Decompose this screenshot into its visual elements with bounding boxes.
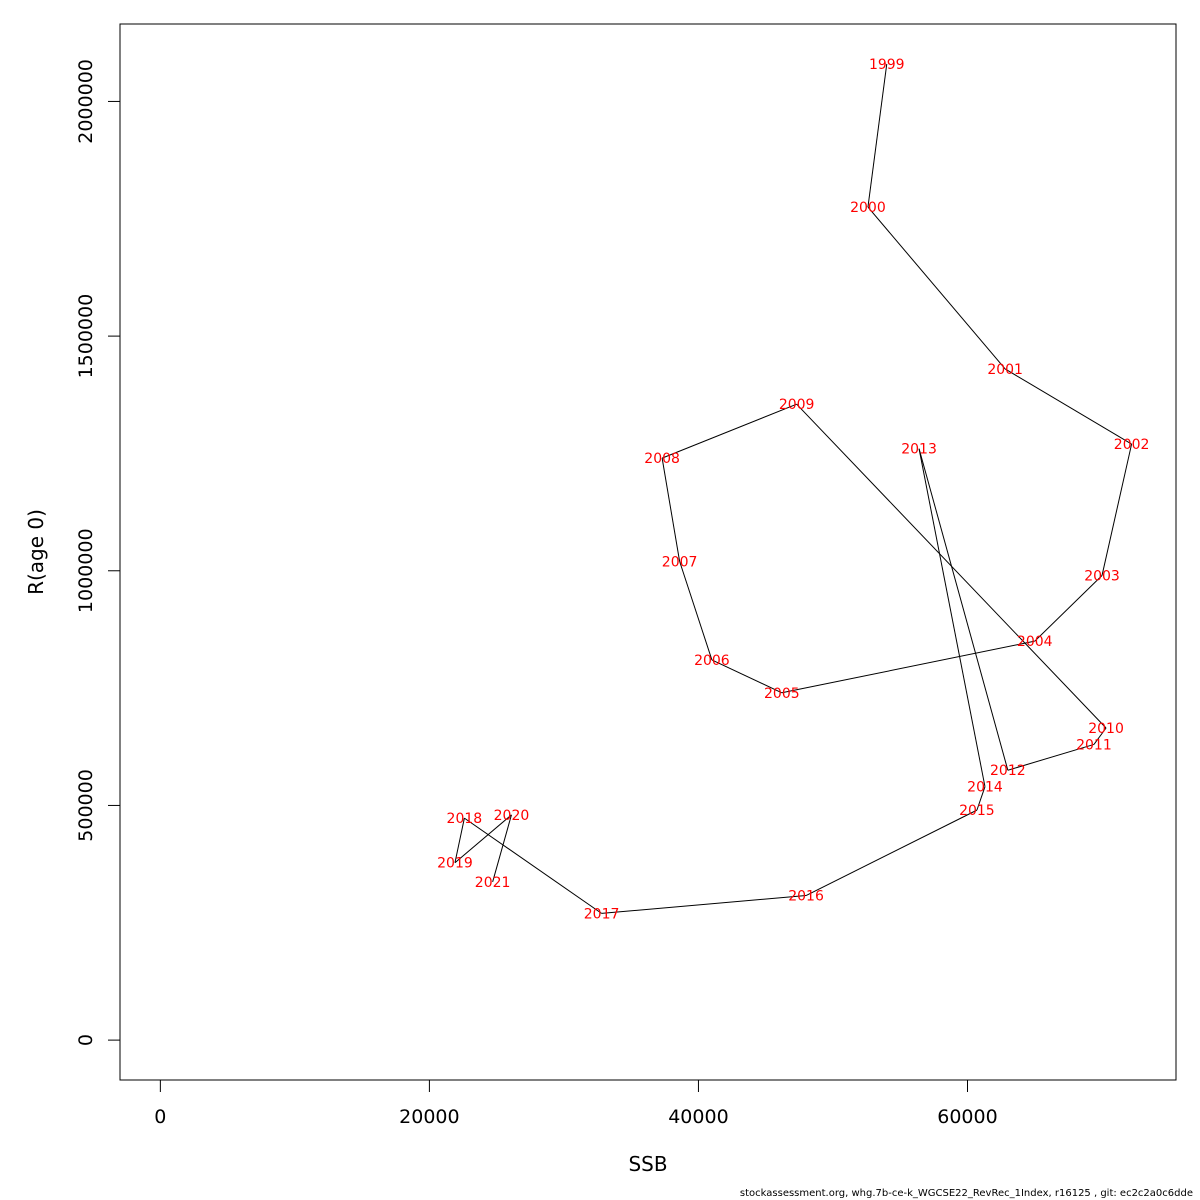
series-segment [601, 895, 807, 914]
year-label: 2001 [987, 362, 1023, 378]
series-segment [679, 561, 713, 661]
series-segment [781, 640, 1035, 694]
series-segment [1034, 575, 1103, 642]
year-label: 2005 [764, 686, 800, 702]
year-label: 2010 [1088, 721, 1124, 737]
series-segment [454, 814, 512, 864]
y-tick-label: 1000000 [75, 528, 97, 613]
y-tick-label: 2000000 [75, 59, 97, 144]
y-tick-label: 1500000 [75, 294, 97, 379]
series-segment [867, 206, 1006, 370]
series-lines [454, 63, 1133, 914]
series-segment [918, 448, 986, 787]
year-label: 2002 [1114, 437, 1150, 453]
year-label: 2000 [850, 200, 886, 216]
series-segment [867, 63, 888, 208]
year-label: 2004 [1017, 634, 1053, 650]
year-label: 2009 [779, 397, 815, 413]
year-label: 2018 [447, 811, 483, 827]
plot-box [119, 23, 1177, 1081]
series-segment [1093, 727, 1107, 745]
x-axis-title: SSB [628, 1152, 667, 1176]
year-labels: 1999 2000 2001 2002 2003 2004 2005 2006 2007 2008… [437, 57, 1149, 922]
series-segment [1007, 743, 1095, 771]
series-segment [661, 458, 681, 562]
y-tick-label: 0 [75, 1034, 97, 1046]
x-tick-label: 60000 [937, 1106, 997, 1128]
year-label: 2016 [788, 889, 824, 905]
x-axis: 0 20000 40000 60000 [154, 1079, 998, 1128]
year-label: 2012 [990, 763, 1026, 779]
year-label: 2011 [1076, 737, 1112, 753]
x-tick-label: 40000 [668, 1106, 728, 1128]
year-label: 2017 [584, 906, 620, 922]
year-label: 2003 [1084, 568, 1120, 584]
series-segment [492, 814, 512, 883]
x-tick-label: 20000 [399, 1106, 459, 1128]
year-label: 2006 [694, 653, 730, 669]
year-label: 2015 [959, 803, 995, 819]
series-segment [1004, 368, 1132, 445]
year-label: 2007 [662, 554, 698, 570]
y-axis-title: R(age 0) [24, 509, 48, 595]
series-segment [805, 809, 978, 896]
year-label: 2008 [644, 451, 680, 467]
x-tick-label: 0 [154, 1106, 166, 1128]
series-segment [918, 448, 1009, 771]
series-segment [976, 786, 986, 811]
year-label: 2019 [437, 856, 473, 872]
year-label: 2014 [967, 780, 1003, 796]
year-label: 1999 [869, 57, 905, 73]
footer-caption: stockassessment.org, whg.7b-ce-k_WGCSE22… [739, 1188, 1193, 1199]
year-label: 2013 [901, 442, 937, 458]
series-segment [1101, 443, 1133, 576]
series-segment [464, 817, 602, 914]
series-segment [454, 818, 465, 863]
y-tick-label: 500000 [75, 769, 97, 842]
year-label: 2020 [494, 808, 530, 824]
y-axis: 0 500000 1000000 1500000 2000000 [75, 59, 121, 1046]
year-label: 2021 [475, 875, 511, 891]
series-segment [711, 659, 783, 694]
series-segment [661, 403, 797, 459]
